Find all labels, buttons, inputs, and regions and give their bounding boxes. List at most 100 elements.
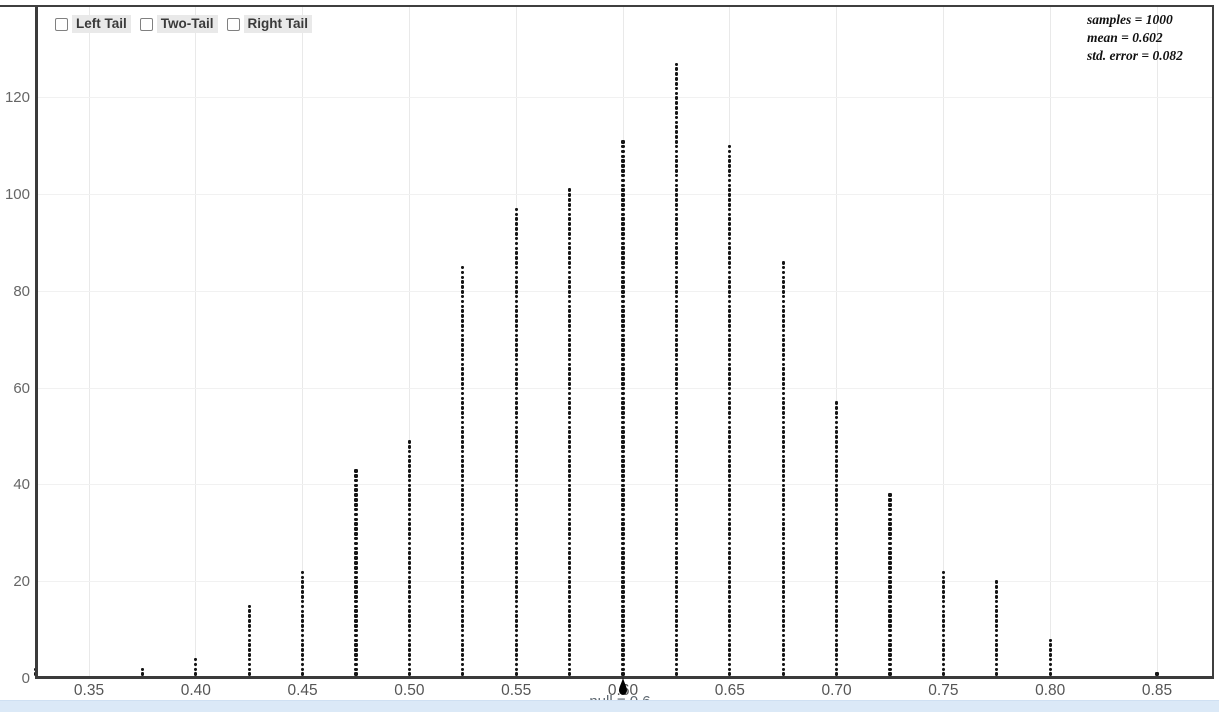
panel-top-border: [0, 5, 1214, 7]
sample-dot: [407, 522, 412, 526]
sample-dot: [781, 580, 785, 585]
sample-dot: [514, 415, 518, 420]
sample-dot: [728, 454, 732, 459]
sample-dot: [461, 628, 465, 633]
sample-dot: [621, 241, 625, 246]
sample-dot: [514, 444, 518, 449]
sample-dot: [514, 261, 518, 265]
sample-dot: [728, 614, 732, 618]
sample-dot: [995, 667, 999, 672]
sample-dot: [728, 488, 732, 493]
sample-dot: [140, 672, 145, 676]
null-value-marker-icon: [618, 677, 628, 696]
sample-dot: [461, 609, 465, 614]
sample-dot: [728, 483, 732, 488]
sample-dot: [514, 362, 518, 367]
sample-dot: [247, 628, 251, 633]
sample-dot: [728, 565, 732, 570]
sample-dot: [514, 411, 518, 415]
sample-dot: [300, 633, 305, 638]
sample-dot: [674, 222, 679, 226]
sample-dot: [834, 633, 839, 638]
sample-dot: [674, 532, 679, 536]
sample-dot: [834, 541, 839, 546]
sample-dot: [834, 401, 839, 405]
sample-dot: [674, 386, 679, 391]
sample-dot: [461, 580, 465, 585]
right-tail-checkbox[interactable]: [226, 17, 240, 31]
sample-dot: [888, 580, 892, 585]
sample-dot: [514, 449, 518, 454]
sample-dot: [621, 536, 625, 541]
sample-dot: [781, 299, 785, 304]
sample-dot: [621, 570, 625, 575]
dot-column: [781, 260, 786, 676]
sample-dot: [674, 164, 679, 168]
sample-dot: [834, 469, 839, 473]
dot-column: [194, 657, 198, 676]
sample-dot: [621, 459, 625, 464]
vertical-gridline: [1049, 7, 1051, 676]
vertical-gridline: [302, 7, 304, 676]
sample-dot: [514, 570, 518, 575]
sample-dot: [781, 469, 785, 473]
sample-dot: [514, 653, 518, 657]
sample-dot: [621, 144, 625, 149]
sample-dot: [567, 517, 572, 522]
sample-dot: [728, 164, 732, 168]
right-tail-option[interactable]: Right Tail: [226, 15, 313, 33]
left-tail-option[interactable]: Left Tail: [55, 15, 131, 33]
sample-dot: [728, 478, 732, 483]
two-tail-checkbox[interactable]: [139, 17, 153, 31]
sample-dot: [461, 299, 465, 304]
sample-dot: [781, 377, 785, 381]
y-axis-tick-label: 20: [13, 573, 30, 591]
sample-dot: [461, 614, 465, 618]
sample-dot: [514, 522, 518, 526]
sample-dot: [781, 478, 785, 483]
sample-dot: [567, 212, 572, 217]
sample-dot: [995, 585, 999, 589]
sample-dot: [407, 551, 412, 555]
sample-dot: [354, 565, 358, 570]
sample-dot: [728, 628, 732, 633]
sample-dot: [995, 653, 999, 657]
sample-dot: [621, 464, 625, 468]
sample-dot: [781, 275, 785, 280]
sample-dot: [514, 265, 518, 270]
sample-dot: [354, 478, 358, 483]
sample-dot: [407, 609, 412, 614]
horizontal-gridline: [38, 581, 1212, 583]
sample-dot: [888, 633, 892, 638]
sample-dot: [834, 536, 839, 541]
sample-dot: [888, 609, 892, 614]
sample-dot: [834, 604, 839, 609]
sample-dot: [354, 657, 358, 662]
sample-dot: [514, 633, 518, 638]
sample-dot: [567, 594, 572, 599]
sample-dot: [781, 430, 785, 434]
sample-dot: [567, 425, 572, 430]
sample-dot: [621, 343, 625, 347]
sample-dot: [674, 653, 679, 657]
sample-dot: [514, 328, 518, 333]
sample-dot: [621, 449, 625, 454]
sample-dot: [621, 280, 625, 284]
sample-dot: [781, 614, 785, 618]
sample-dot: [728, 265, 732, 270]
sample-dot: [781, 406, 785, 410]
sample-dot: [621, 546, 625, 551]
sample-dot: [781, 401, 785, 405]
sample-dot: [781, 565, 785, 570]
sample-dot: [728, 149, 732, 154]
sample-dot: [674, 643, 679, 647]
sample-dot: [728, 493, 732, 497]
sample-dot: [514, 503, 518, 507]
sample-dot: [674, 478, 679, 483]
sample-dot: [407, 488, 412, 493]
sample-dot: [514, 367, 518, 372]
left-tail-checkbox[interactable]: [55, 17, 68, 31]
sample-dot: [461, 488, 465, 493]
two-tail-option[interactable]: Two-Tail: [139, 15, 218, 33]
sample-dot: [514, 478, 518, 483]
